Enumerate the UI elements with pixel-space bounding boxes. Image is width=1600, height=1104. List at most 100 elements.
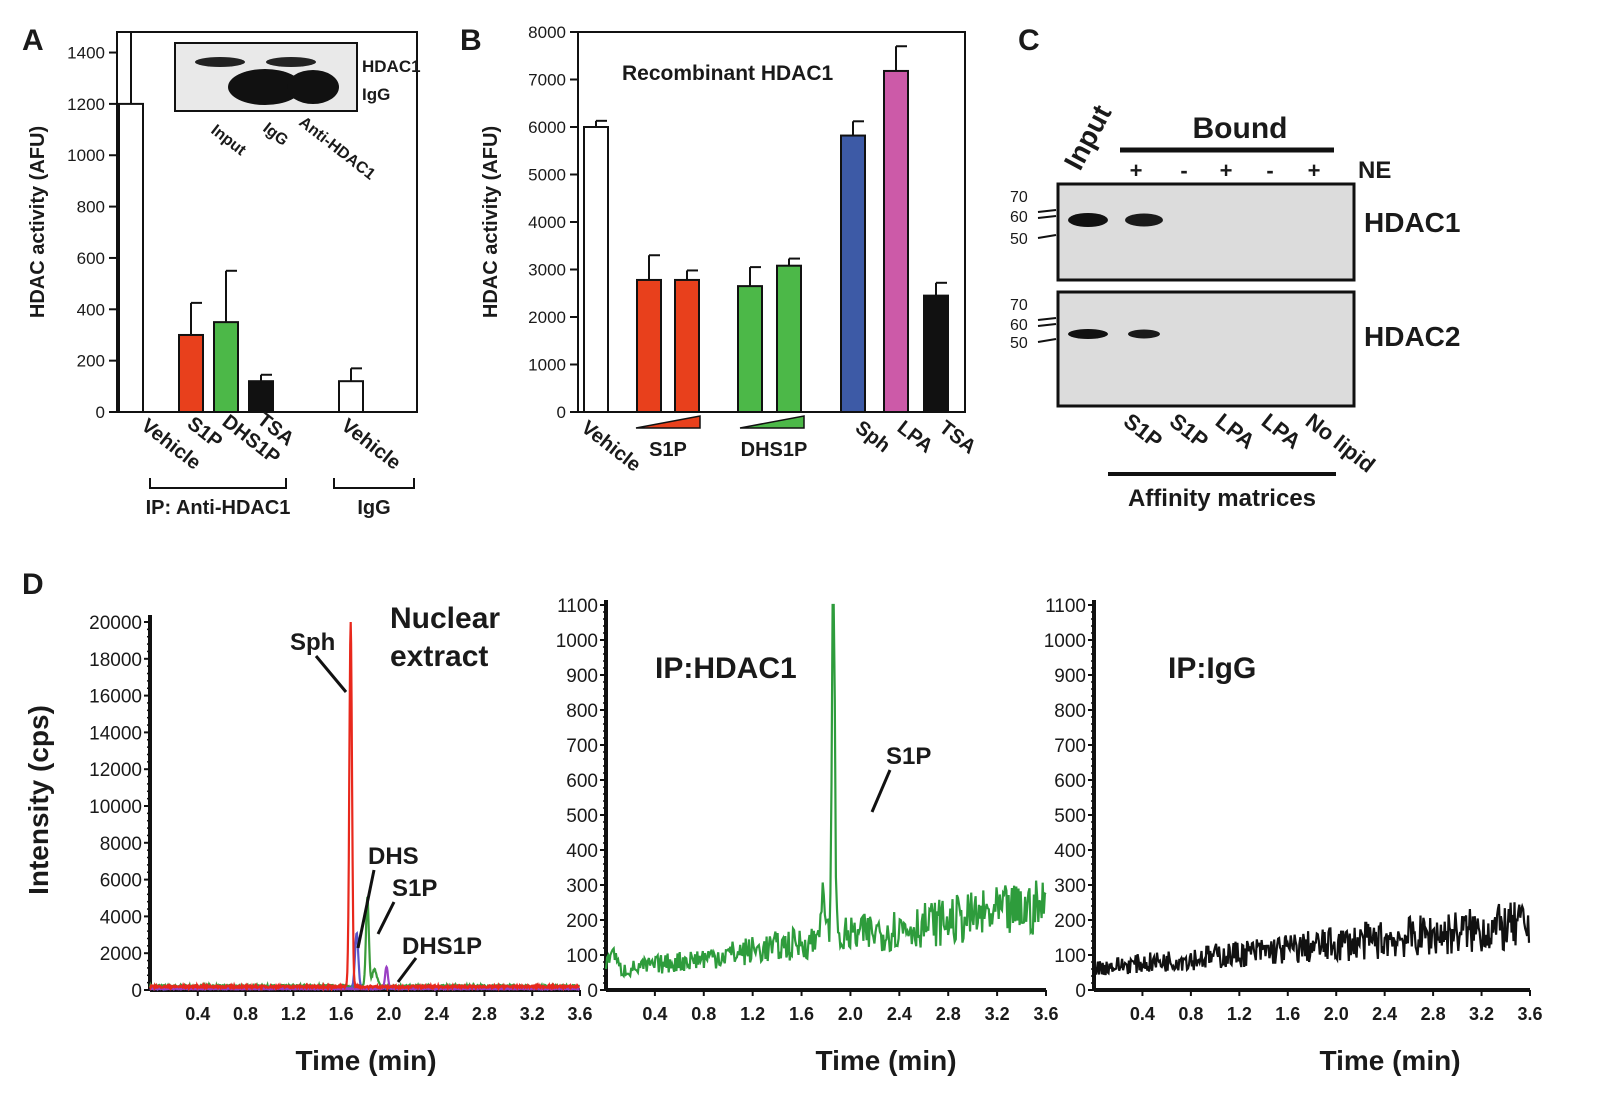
inset-lane-anti-hdac1: Anti-HDAC1 — [296, 114, 379, 184]
y-tick-label: 2000 — [528, 308, 566, 327]
x-tick-label: 3.6 — [1033, 1004, 1058, 1024]
mw-60: 60 — [1010, 209, 1028, 226]
ne-sign: + — [1220, 158, 1233, 183]
panel-b-cat-lpa: LPA — [893, 417, 937, 458]
panel-a-bracket-2 — [333, 478, 415, 489]
panel-a-bracket-1 — [149, 478, 287, 489]
peak-pointer-dhs1p — [396, 957, 418, 983]
chrom-1-title-line2: extract — [390, 640, 488, 673]
y-tick-label: 7000 — [528, 71, 566, 90]
y-tick-label: 400 — [1054, 841, 1086, 862]
panel-b-cat-vehicle: Vehicle — [577, 417, 645, 477]
y-tick-label: 3000 — [528, 261, 566, 280]
panel-c-bound-label: Bound — [1193, 112, 1288, 145]
y-tick-label: 8000 — [100, 834, 142, 855]
x-tick-label: 0.4 — [185, 1004, 210, 1024]
x-tick-label: 0.8 — [233, 1004, 258, 1024]
ne-sign: + — [1308, 158, 1321, 183]
panel-b-dhs1p-gradient — [739, 415, 805, 429]
mw-60: 60 — [1010, 317, 1028, 334]
mw-70: 70 — [1010, 297, 1028, 314]
y-tick-label: 1100 — [1045, 596, 1086, 617]
chrom-1-traces — [148, 621, 581, 993]
bar — [776, 264, 802, 414]
panel-b-group-dhs1p: DHS1P — [741, 439, 808, 461]
y-tick-label: 400 — [566, 841, 598, 862]
mw-50: 50 — [1010, 335, 1028, 352]
y-tick-label: 5000 — [528, 166, 566, 185]
panel-a-group-ip-label: IP: Anti-HDAC1 — [146, 497, 291, 519]
bar — [213, 321, 239, 413]
peak-label-dhs: DHS — [368, 843, 419, 870]
panel-c-blot2-label: HDAC2 — [1364, 321, 1460, 352]
inset-band-hdac1: HDAC1 — [362, 57, 421, 76]
y-tick-label: 14000 — [89, 723, 142, 744]
bar — [883, 69, 909, 413]
y-tick-label: 0 — [557, 403, 566, 422]
bar — [674, 278, 700, 414]
peak-pointer-dhs — [356, 869, 376, 949]
y-tick-label: 300 — [1054, 876, 1086, 897]
inset-band-igg: IgG — [362, 85, 390, 104]
y-tick-label: 600 — [77, 249, 105, 268]
x-tick-label: 1.6 — [329, 1004, 354, 1024]
peak-label-s1p-ip: S1P — [886, 743, 931, 770]
y-tick-label: 800 — [1054, 701, 1086, 722]
y-tick-label: 12000 — [89, 760, 142, 781]
chrom-3-title: IP:IgG — [1168, 652, 1256, 685]
y-tick-label: 2000 — [100, 944, 142, 965]
x-tick-label: 1.2 — [281, 1004, 306, 1024]
x-tick-label: 2.0 — [1324, 1004, 1349, 1024]
y-tick-label: 800 — [77, 198, 105, 217]
peak-label-dhs1p: DHS1P — [402, 933, 482, 960]
x-tick-label: 2.8 — [472, 1004, 497, 1024]
panel-b-s1p-gradient — [635, 415, 701, 429]
y-tick-label: 8000 — [528, 23, 566, 42]
panel-c-lane-label: S1P — [1165, 408, 1213, 453]
y-tick-label: 400 — [77, 300, 105, 319]
peak-label-s1p: S1P — [392, 875, 437, 902]
panel-d-letter: D — [22, 568, 44, 601]
x-tick-label: 0.8 — [691, 1004, 716, 1024]
x-tick-label: 2.8 — [936, 1004, 961, 1024]
panel-b-y-ticks: 0 1000 2000 3000 4000 5000 6000 7000 8000 — [528, 23, 578, 422]
panel-c-input-label: Input — [1058, 100, 1117, 175]
chrom-2-axes: 0 100 200 300 400 500 600 700 800 900 1000 1100 0.4 0… — [556, 596, 1059, 1024]
y-tick-label: 900 — [1054, 666, 1086, 687]
y-tick-label: 700 — [1054, 736, 1086, 757]
y-tick-label: 700 — [566, 736, 598, 757]
y-tick-label: 1400 — [67, 44, 105, 63]
y-tick-label: 16000 — [89, 687, 142, 708]
y-tick-label: 18000 — [89, 650, 142, 671]
y-tick-label: 900 — [566, 666, 598, 687]
panel-c-blot-hdac1 — [1056, 182, 1356, 282]
panel-d-y-label: Intensity (cps) — [23, 705, 54, 895]
peak-pointer-s1p — [376, 901, 396, 935]
bar — [248, 380, 274, 413]
bar — [338, 380, 364, 413]
ne-sign: - — [1266, 158, 1273, 183]
y-tick-label: 800 — [566, 701, 598, 722]
mw-70: 70 — [1010, 189, 1028, 206]
y-tick-label: 0 — [1075, 981, 1086, 1002]
chrom-2-traces — [604, 603, 1047, 979]
panel-b-bars — [583, 45, 949, 414]
chrom-2-title: IP:HDAC1 — [655, 652, 797, 685]
panel-a-y-ticks: 0 200 400 600 800 1000 1200 1400 — [67, 44, 117, 422]
y-tick-label: 4000 — [100, 907, 142, 928]
y-tick-label: 0 — [96, 403, 105, 422]
x-tick-label: 3.6 — [567, 1004, 592, 1024]
peak-label-sph: Sph — [290, 629, 335, 656]
bar — [583, 126, 609, 413]
panel-c-lane-label: S1P — [1119, 408, 1167, 453]
chrom-1-title-line1: Nuclear — [390, 602, 500, 635]
panel-a-letter: A — [22, 24, 44, 57]
panel-c-blot1-label: HDAC1 — [1364, 207, 1460, 238]
panel-c-blot-hdac2 — [1056, 290, 1356, 408]
panel-b-group-s1p: S1P — [649, 439, 687, 461]
y-tick-label: 20000 — [89, 613, 142, 634]
panel-a-cat-vehicle-igg: Vehicle — [337, 415, 405, 475]
ne-sign: - — [1180, 158, 1187, 183]
y-tick-label: 1200 — [67, 95, 105, 114]
